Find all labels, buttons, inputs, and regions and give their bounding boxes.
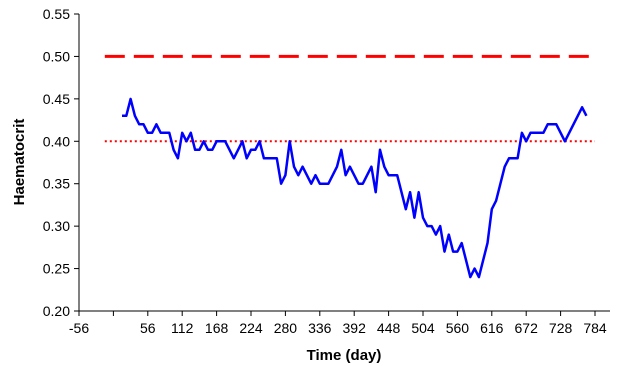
x-tick-label: -56 — [69, 320, 89, 336]
x-tick-label: 112 — [171, 320, 194, 336]
x-tick-label: 672 — [515, 320, 539, 336]
x-tick-label: 336 — [308, 320, 332, 336]
y-tick-label: 0.25 — [43, 261, 70, 277]
x-tick-label: 224 — [239, 320, 263, 336]
x-tick-label: 560 — [446, 320, 470, 336]
x-tick-label: 56 — [140, 320, 156, 336]
y-tick-label: 0.55 — [43, 6, 70, 22]
x-ticks: -56 56 112 168 224 280 336 392 448 504 560 616 672 72… — [69, 311, 607, 336]
x-tick-label: 784 — [583, 320, 607, 336]
y-tick-label: 0.30 — [43, 218, 70, 234]
x-axis-title: Time (day) — [307, 347, 382, 364]
y-tick-label: 0.35 — [43, 176, 70, 192]
axes — [78, 14, 610, 312]
y-ticks: 0.20 0.25 0.30 0.35 0.40 0.45 0.50 0.55 — [43, 6, 79, 319]
series-layer — [122, 97, 588, 279]
x-tick-label: 504 — [411, 320, 435, 336]
x-tick-label: 168 — [205, 320, 229, 336]
x-tick-label: 728 — [549, 320, 573, 336]
y-tick-label: 0.20 — [43, 303, 70, 319]
x-tick-label: 448 — [377, 320, 401, 336]
x-tick-label: 280 — [274, 320, 298, 336]
y-tick-label: 0.45 — [43, 91, 70, 107]
x-tick-label: 616 — [480, 320, 504, 336]
reference-lines — [104, 54, 595, 143]
y-tick-label: 0.40 — [43, 133, 70, 149]
haematocrit-series-line — [122, 97, 588, 279]
y-tick-label: 0.50 — [43, 48, 70, 64]
y-axis-title: Haematocrit — [11, 119, 28, 206]
x-tick-label: 392 — [343, 320, 367, 336]
